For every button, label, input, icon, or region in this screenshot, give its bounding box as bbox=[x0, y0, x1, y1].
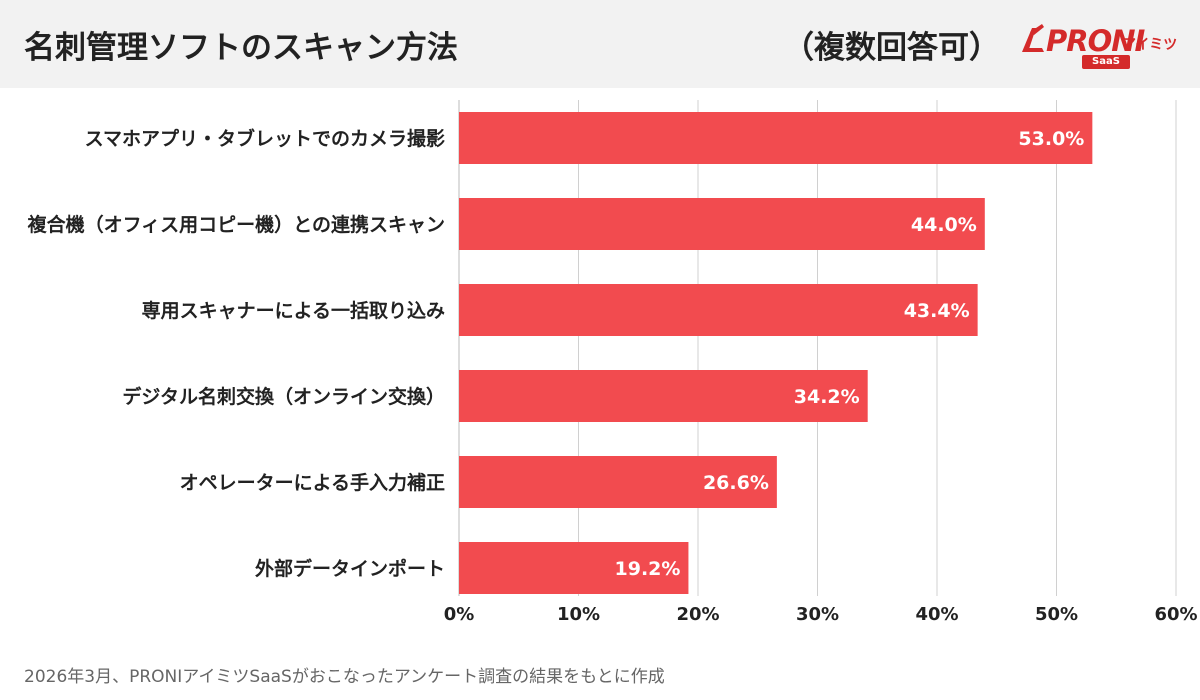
bar-0 bbox=[459, 112, 1093, 164]
category-label-4: オペレーターによる手入力補正 bbox=[180, 471, 445, 494]
category-label-1: 複合機（オフィス用コピー機）との連携スキャン bbox=[27, 213, 445, 236]
data-label-2: 43.4% bbox=[904, 300, 970, 322]
logo-sub-text: アイミツ bbox=[1122, 37, 1178, 53]
data-label-4: 26.6% bbox=[703, 472, 769, 494]
category-label-5: 外部データインポート bbox=[255, 557, 445, 580]
data-label-1: 44.0% bbox=[911, 214, 977, 236]
logo-brand-text: PRONI bbox=[1046, 24, 1145, 58]
logo-badge: SaaS bbox=[1082, 55, 1130, 69]
x-tick-label-40: 40% bbox=[915, 604, 958, 625]
footer-note: 2026年3月、PRONIアイミツSaaSがおこなったアンケート調査の結果をもと… bbox=[24, 667, 665, 687]
data-label-3: 34.2% bbox=[794, 386, 860, 408]
bar-3 bbox=[459, 370, 868, 422]
page-subtitle: （複数回答可） bbox=[783, 30, 1000, 66]
bar-chart: スマホアプリ・タブレットでのカメラ撮影 53.0% 複合機（オフィス用コピー機）との… bbox=[27, 100, 1198, 625]
x-tick-label-60: 60% bbox=[1154, 604, 1197, 625]
x-tick-label-20: 20% bbox=[676, 604, 719, 625]
bar-1 bbox=[459, 198, 985, 250]
x-tick-label-10: 10% bbox=[557, 604, 600, 625]
category-label-2: 専用スキャナーによる一括取り込み bbox=[142, 300, 445, 322]
category-label-0: スマホアプリ・タブレットでのカメラ撮影 bbox=[85, 127, 445, 150]
data-label-0: 53.0% bbox=[1018, 128, 1084, 150]
x-tick-label-30: 30% bbox=[796, 604, 839, 625]
data-label-5: 19.2% bbox=[615, 558, 681, 580]
category-label-3: デジタル名刺交換（オンライン交換） bbox=[122, 385, 445, 408]
bar-2 bbox=[459, 284, 978, 336]
x-tick-label-50: 50% bbox=[1035, 604, 1078, 625]
bar-5 bbox=[459, 542, 689, 594]
header-bar: 名刺管理ソフトのスキャン方法 （複数回答可） PRONI アイミツ SaaS bbox=[0, 0, 1200, 88]
brand-logo: PRONI アイミツ SaaS bbox=[1018, 18, 1178, 72]
page-title: 名刺管理ソフトのスキャン方法 bbox=[24, 30, 458, 66]
logo-mark-icon bbox=[1022, 24, 1044, 52]
x-tick-label-0: 0% bbox=[444, 604, 475, 625]
bar-4 bbox=[459, 456, 777, 508]
